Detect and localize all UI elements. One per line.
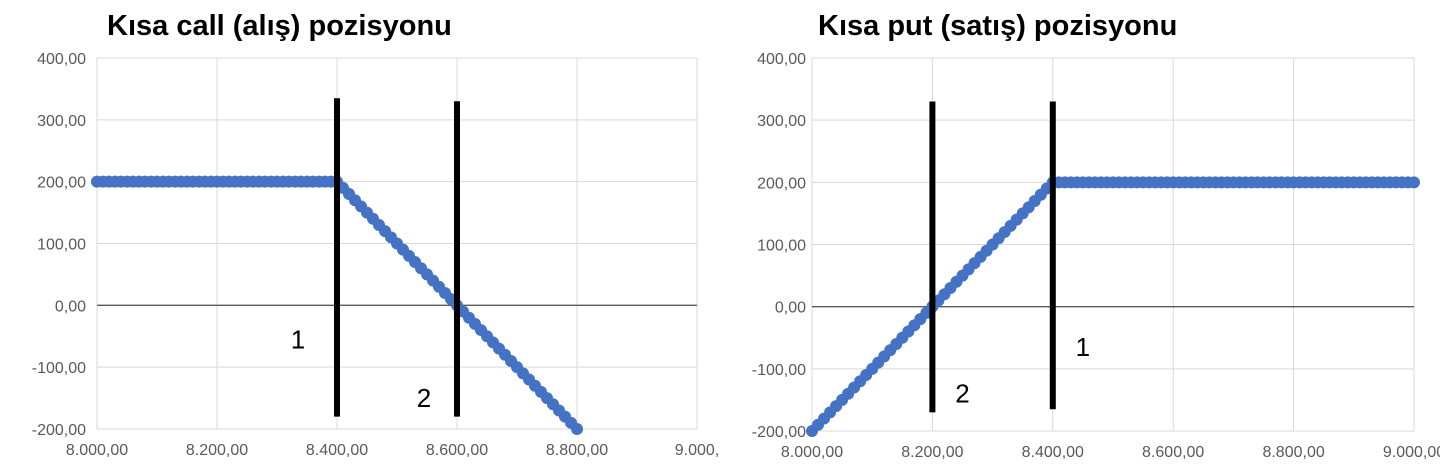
- y-tick-label: -100,00: [32, 360, 86, 377]
- chart-panel-short-call: Kısa call (alış) pozisyonu 400,00 300,00 2…: [32, 10, 720, 459]
- x-tick-label: 9.000,: [675, 442, 719, 459]
- data-point: [1408, 176, 1420, 189]
- chart-title: Kısa put (satış) pozisyonu: [818, 10, 1178, 42]
- annotation-label: 1: [1076, 332, 1090, 362]
- y-tick-label: 0,00: [775, 300, 806, 317]
- x-tick-label: 8.000,00: [66, 442, 128, 459]
- y-tick-label: -100,00: [752, 362, 806, 379]
- chart-title: Kısa call (alış) pozisyonu: [107, 10, 452, 42]
- x-tick-label: 8.400,00: [1022, 444, 1084, 461]
- chart-plot-short-put: 400,00 300,00 200,00 100,00 0,00 -100,00 -200,…: [752, 51, 1440, 461]
- x-tick-label: 8.600,00: [426, 442, 488, 459]
- y-tick-label: -200,00: [752, 424, 806, 441]
- x-tick-label: 8.600,00: [1142, 444, 1204, 461]
- y-tick-label: 300,00: [37, 113, 86, 130]
- y-tick-label: 200,00: [37, 175, 86, 192]
- annotation-label: 2: [955, 379, 969, 409]
- annotation-label: 1: [291, 324, 305, 354]
- x-tick-label: 8.800,00: [546, 442, 608, 459]
- y-tick-label: 200,00: [757, 175, 806, 192]
- y-tick-label: 400,00: [37, 51, 86, 68]
- y-tick-label: 300,00: [757, 113, 806, 130]
- y-tick-label: 100,00: [757, 238, 806, 255]
- annotation-label: 2: [417, 383, 431, 413]
- x-tick-label: 8.200,00: [901, 444, 963, 461]
- chart-panel-short-put: Kısa put (satış) pozisyonu 400,00 300,00 2…: [720, 0, 1440, 474]
- x-tick-label: 9.000,00: [1383, 444, 1440, 461]
- y-tick-label: 0,00: [55, 298, 86, 315]
- x-tick-label: 8.000,00: [781, 444, 843, 461]
- chart-plot-short-call: 400,00 300,00 200,00 100,00 0,00 -100,00 -200,…: [32, 51, 720, 459]
- y-tick-label: 100,00: [37, 237, 86, 254]
- y-tick-label: 400,00: [757, 51, 806, 68]
- y-tick-label: -200,00: [32, 422, 86, 439]
- x-tick-label: 8.800,00: [1262, 444, 1324, 461]
- x-tick-label: 8.400,00: [306, 442, 368, 459]
- data-point: [571, 423, 583, 435]
- x-tick-label: 8.200,00: [186, 442, 248, 459]
